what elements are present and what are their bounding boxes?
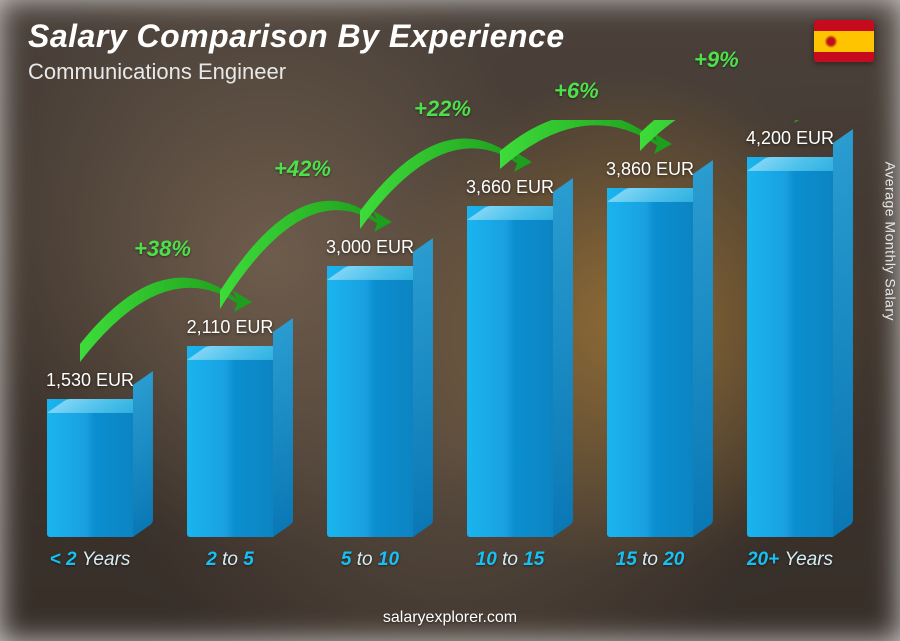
- x-axis-label: 15 to 20: [590, 549, 710, 571]
- spain-flag-icon: [814, 20, 874, 62]
- bar-slot: 3,860 EUR: [590, 159, 710, 537]
- bar-value-label: 3,660 EUR: [466, 177, 554, 198]
- footer-source: salaryexplorer.com: [0, 609, 900, 627]
- bar-value-label: 1,530 EUR: [46, 370, 134, 391]
- bar-value-label: 3,000 EUR: [326, 237, 414, 258]
- bar: [327, 266, 413, 537]
- chart-subtitle: Communications Engineer: [28, 59, 565, 85]
- bar: [607, 188, 693, 537]
- bar-chart: 1,530 EUR 2,110 EUR 3,000 EUR 3,660 EUR 3,86…: [30, 120, 850, 571]
- bar: [747, 157, 833, 537]
- bar-slot: 3,000 EUR: [310, 237, 430, 537]
- bar: [187, 346, 273, 537]
- y-axis-caption: Average Monthly Salary: [882, 161, 898, 320]
- chart-title: Salary Comparison By Experience: [28, 18, 565, 55]
- bar-slot: 2,110 EUR: [170, 317, 290, 537]
- bar-value-label: 3,860 EUR: [606, 159, 694, 180]
- x-axis-label: 10 to 15: [450, 549, 570, 571]
- x-axis-labels: < 2 Years 2 to 5 5 to 10 10 to 15 15 to 20 20…: [30, 549, 850, 571]
- bar: [47, 399, 133, 537]
- bar-value-label: 2,110 EUR: [187, 317, 274, 338]
- bars-container: 1,530 EUR 2,110 EUR 3,000 EUR 3,660 EUR 3,86…: [30, 117, 850, 537]
- bar-slot: 1,530 EUR: [30, 370, 150, 537]
- header: Salary Comparison By Experience Communic…: [28, 18, 565, 85]
- bar-slot: 4,200 EUR: [730, 128, 850, 537]
- x-axis-label: 20+ Years: [730, 549, 850, 571]
- x-axis-label: 2 to 5: [170, 549, 290, 571]
- bar-slot: 3,660 EUR: [450, 177, 570, 537]
- x-axis-label: 5 to 10: [310, 549, 430, 571]
- bar-value-label: 4,200 EUR: [746, 128, 834, 149]
- bar: [467, 206, 553, 537]
- x-axis-label: < 2 Years: [30, 549, 150, 571]
